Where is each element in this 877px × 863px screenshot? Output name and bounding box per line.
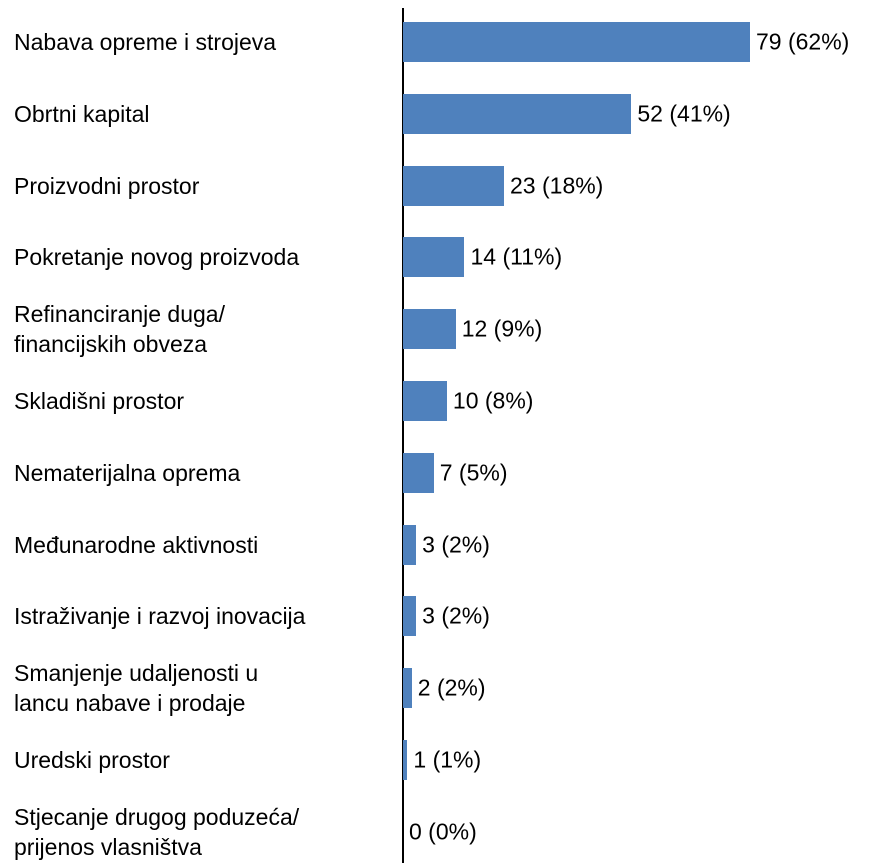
category-label: Nabava opreme i strojeva — [14, 29, 277, 55]
value-label: 3 (2%) — [422, 602, 490, 629]
bar — [403, 452, 434, 493]
category-label: Međunarodne aktivnosti — [14, 531, 259, 558]
value-label: 2 (2%) — [417, 674, 486, 701]
value-label: 12 (9%) — [461, 315, 543, 342]
bar — [403, 381, 447, 421]
bar — [403, 524, 417, 565]
bar — [403, 165, 505, 206]
bar — [403, 740, 408, 780]
bar — [403, 309, 456, 350]
category-label: Nematerijalna oprema — [14, 459, 241, 486]
value-label: 1 (1%) — [413, 746, 482, 773]
category-label: Uredski prostor — [14, 747, 170, 773]
category-label: Obrtni kapital — [14, 100, 150, 127]
bar — [403, 237, 465, 278]
value-label: 7 (5%) — [439, 459, 508, 486]
category-label: Smanjenje udaljenosti u lancu nabave i p… — [14, 660, 259, 717]
value-label: 14 (11%) — [470, 243, 563, 270]
bar — [403, 596, 417, 637]
bar — [403, 668, 412, 709]
category-label: Proizvodni prostor — [14, 172, 200, 199]
value-label: 0 (0%) — [409, 818, 477, 845]
value-label: 79 (62%) — [756, 28, 850, 55]
value-label: 3 (2%) — [422, 531, 490, 558]
category-label: Refinanciranje duga/ financijskih obveza — [14, 301, 225, 358]
value-label: 10 (8%) — [452, 387, 534, 414]
value-label: 52 (41%) — [637, 100, 731, 127]
category-label: Skladišni prostor — [14, 388, 185, 414]
bar — [403, 93, 632, 134]
category-label: Stjecanje drugog poduzeća/ prijenos vlas… — [14, 803, 300, 860]
axis-line — [402, 8, 404, 863]
category-label: Istraživanje i razvoj inovacija — [14, 603, 306, 630]
value-label: 23 (18%) — [510, 172, 604, 199]
category-label: Pokretanje novog proizvoda — [14, 244, 300, 271]
bar — [403, 22, 750, 62]
